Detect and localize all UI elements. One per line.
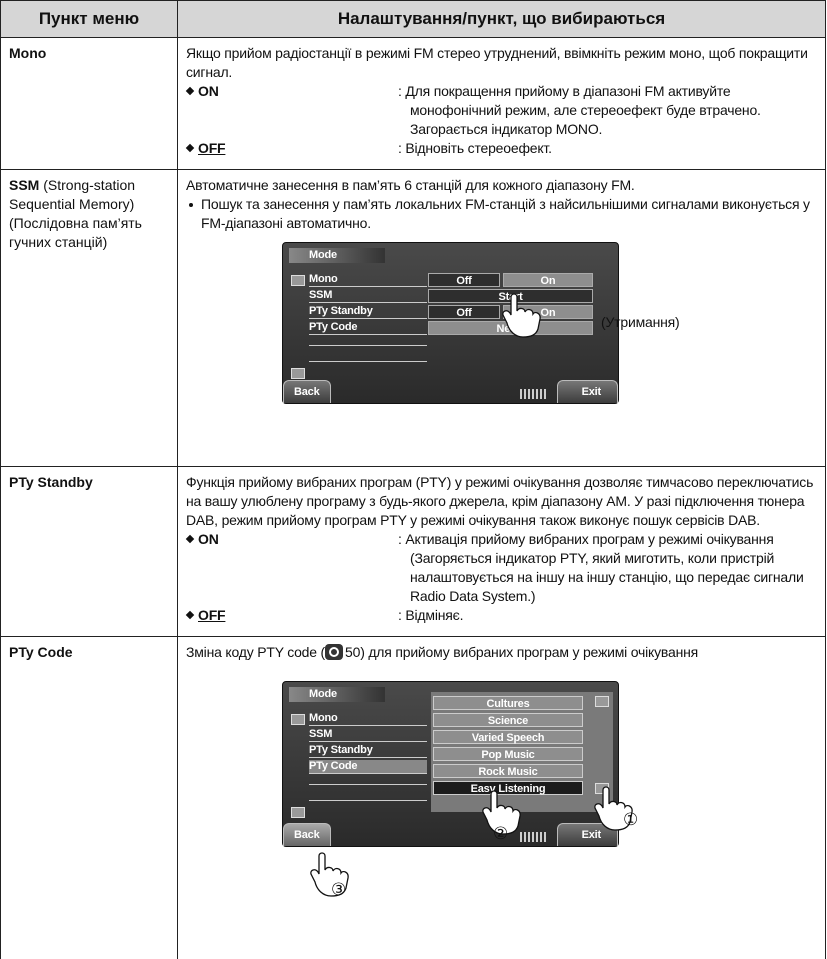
description: Якщо прийом радіостанції в режимі FM сте… [186, 44, 817, 82]
list-up [595, 696, 609, 707]
exit-tab: Exit [557, 380, 618, 403]
list-item: Pop Music [433, 747, 583, 761]
option-label-text: ON [198, 82, 219, 101]
description-text: ) для прийому вибраних програм у режимі … [360, 644, 698, 660]
page-indicator [520, 832, 546, 842]
menu-item: SSM [309, 728, 427, 742]
option-text: : Відновіть стереоефект. [398, 139, 552, 158]
list-item: Rock Music [433, 764, 583, 778]
option-label: ON [186, 530, 398, 606]
scroll-up [291, 275, 305, 286]
menu-item: PTy Code [309, 321, 427, 335]
scroll-down [291, 807, 305, 818]
option-button: On [503, 273, 593, 287]
page-ref: 50 [345, 644, 360, 660]
description: Зміна коду PTY code ( 50) для прийому виб… [186, 643, 817, 662]
screen-title: Mode [289, 248, 385, 263]
screen: Mode Mono SSM PTy Standby PTy Code Back Exit Of… [282, 242, 619, 404]
scroll-down [291, 368, 305, 379]
header-row: Пункт меню Налаштування/пункт, що вибира… [1, 1, 826, 38]
option-label-text: ON [198, 530, 219, 549]
option-text: : Відміняє. [398, 606, 468, 625]
item-cell: PTy Code [1, 637, 178, 959]
option: ON : Для покращення прийому в діапазоні F… [186, 82, 817, 139]
back-tab: Back [283, 823, 331, 846]
menu-line [309, 800, 427, 801]
row: Mono Якщо прийом радіостанції в режимі F… [1, 38, 826, 170]
setting-content: Функція прийому вибраних програм (PTY) у… [178, 467, 825, 625]
menu-item: Mono [309, 273, 427, 287]
row: PTy Code Зміна коду PTY code ( 50) для пр… [1, 637, 826, 959]
scroll-up [291, 714, 305, 725]
setting-content: Якщо прийом радіостанції в режимі FM сте… [178, 38, 825, 158]
step-number: ③ [331, 880, 346, 899]
list-item: Science [433, 713, 583, 727]
option-label: ON [186, 82, 398, 139]
menu-line [309, 361, 427, 362]
description: Автоматичне занесення в пам’ять 6 станці… [186, 176, 817, 195]
option-text: : Для покращення прийому в діапазоні FM … [398, 82, 817, 139]
row: SSM (Strong-station Sequential Memory) (… [1, 170, 826, 467]
callout: (Утримання) [601, 313, 680, 332]
description-text: Зміна коду PTY code ( [186, 644, 325, 660]
step-number: ① [623, 810, 638, 829]
option-label-text: OFF [198, 606, 225, 625]
bullet: Пошук та занесення у пам’ять локальних F… [186, 195, 817, 233]
page-indicator [520, 389, 546, 399]
menu-item: PTy Standby [309, 744, 427, 758]
item-cell: Mono [1, 38, 178, 170]
setting-cell: Зміна коду PTY code ( 50) для прийому виб… [178, 637, 826, 959]
option-label-text: OFF [198, 139, 225, 158]
option-button: Off [428, 305, 500, 319]
setting-cell: Функція прийому вибраних програм (PTY) у… [178, 467, 826, 637]
option-button: Off [428, 273, 500, 287]
header-cell: Пункт меню [1, 1, 178, 38]
menu-line [309, 345, 427, 346]
menu-line [309, 784, 427, 785]
item-name: PTy Standby [9, 474, 93, 490]
hand-icon [503, 293, 543, 337]
item-name: PTy Code [9, 644, 73, 660]
option-label: OFF [186, 606, 398, 625]
option: OFF : Відміняє. [186, 606, 817, 625]
row: PTy Standby Функція прийому вибраних про… [1, 467, 826, 637]
option: ON : Активація прийому вибраних програм у… [186, 530, 817, 606]
option-text: : Активація прийому вибраних програм у р… [398, 530, 817, 606]
screen-title: Mode [289, 687, 385, 702]
menu-item: PTy Code [309, 760, 427, 774]
header-cell: Налаштування/пункт, що вибираються [178, 1, 826, 38]
setting-content: Зміна коду PTY code ( 50) для прийому виб… [178, 637, 825, 959]
menu-item: PTy Standby [309, 305, 427, 319]
item-name: Mono [9, 45, 46, 61]
setting-cell: Автоматичне занесення в пам’ять 6 станці… [178, 170, 826, 467]
list-item: Cultures [433, 696, 583, 710]
description: Функція прийому вибраних програм (PTY) у… [186, 473, 817, 530]
bullet-text: Пошук та занесення у пам’ять локальних F… [201, 195, 817, 233]
item-cell: PTy Standby [1, 467, 178, 637]
setting-cell: Якщо прийом радіостанції в режимі FM сте… [178, 38, 826, 170]
item-cell: SSM (Strong-station Sequential Memory) (… [1, 170, 178, 467]
menu-item: SSM [309, 289, 427, 303]
back-tab: Back [283, 380, 331, 403]
search-icon [325, 644, 343, 660]
option-label: OFF [186, 139, 398, 158]
menu-item: Mono [309, 712, 427, 726]
item-name: SSM [9, 177, 39, 193]
option: OFF : Відновіть стереоефект. [186, 139, 817, 158]
setting-content: Автоматичне занесення в пам’ять 6 станці… [178, 170, 825, 466]
list-item: Varied Speech [433, 730, 583, 744]
step-number: ② [493, 824, 508, 843]
